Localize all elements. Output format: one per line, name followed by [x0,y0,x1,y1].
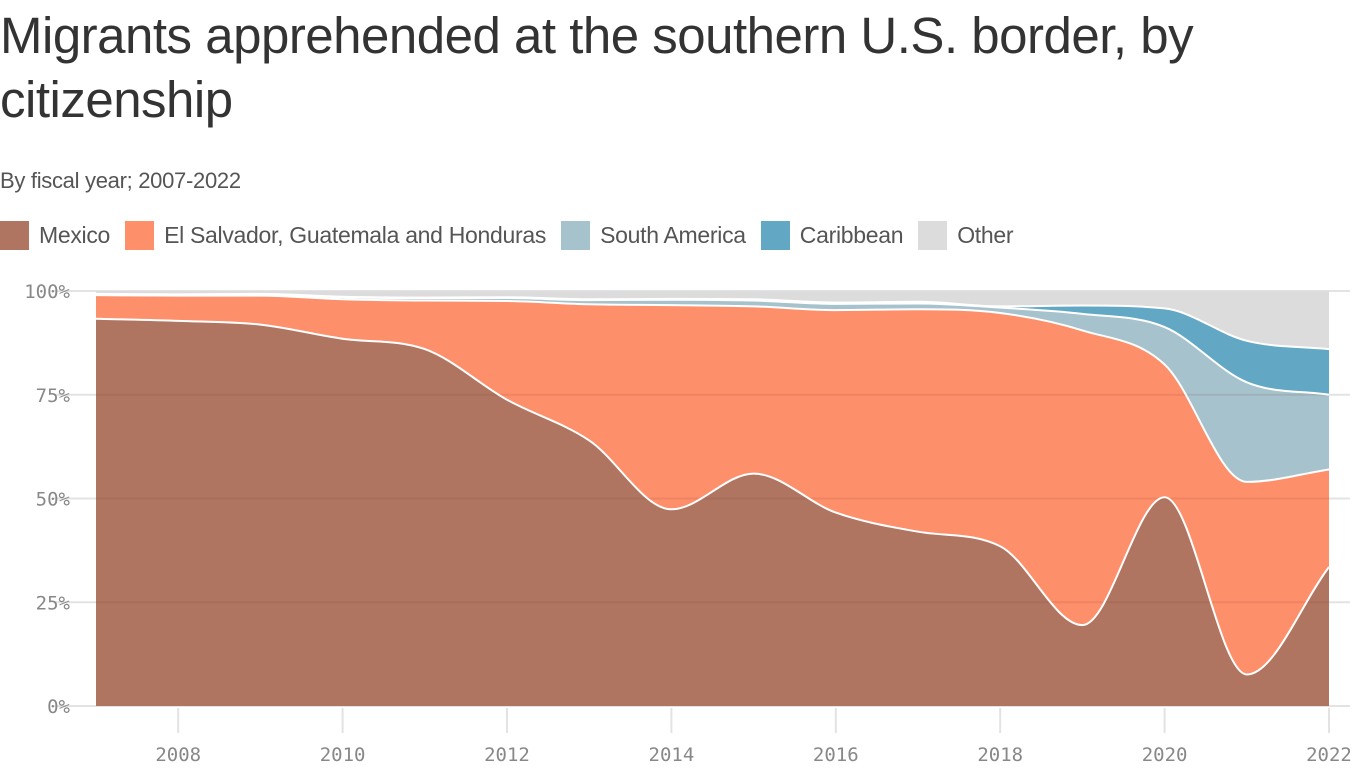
area-el-salvador-guatemala-and-honduras [96,295,1329,675]
legend-item-mexico: Mexico [0,221,110,250]
x-tick-label: 2008 [155,744,201,766]
y-tick-label: 50% [36,489,71,511]
legend-label: El Salvador, Guatemala and Honduras [164,222,547,248]
y-tick-label: 100% [24,281,70,303]
area-mexico [96,318,1329,706]
chart-title: Migrants apprehended at the southern U.S… [0,7,1194,128]
legend-item-other: Other [918,221,1014,250]
x-tick-label: 2014 [649,744,695,766]
legend-item-caribbean: Caribbean [760,221,904,250]
stacked-area-chart: 0% 25% 50% 75% 100% 2008 2010 2012 2014 2016 2018 2… [24,281,1352,766]
y-tick-label: 0% [47,696,70,718]
boundary-lines [95,292,1330,676]
legend-swatch-mexico [0,221,29,250]
x-tick-label: 2010 [320,744,366,766]
legend: Mexico El Salvador, Guatemala and Hondur… [0,221,1028,250]
y-tick-label: 75% [36,385,71,407]
boundary-line [95,317,1330,676]
legend-swatch-other [918,221,948,250]
x-tick-label: 2022 [1306,744,1352,766]
legend-item-south-america: South America [561,221,746,250]
gridlines-overlay [96,393,1329,604]
legend-item-central-america: El Salvador, Guatemala and Honduras [125,221,546,250]
x-tick-label: 2012 [484,744,530,766]
axes: 0% 25% 50% 75% 100% 2008 2010 2012 2014 2016 2018 2… [24,281,1352,766]
legend-label: Other [957,222,1014,248]
x-tick-label: 2016 [813,744,859,766]
boundary-line [95,292,1330,351]
x-tick-label: 2020 [1142,744,1188,766]
x-tick-label: 2018 [977,744,1023,766]
legend-swatch-caribbean [760,221,790,250]
legend-swatch-south-america [561,221,591,250]
boundary-line [95,294,1330,483]
y-tick-label: 25% [36,592,71,614]
legend-swatch-central-america [125,221,155,250]
legend-label: Mexico [39,222,111,248]
chart-subtitle: By fiscal year; 2007-2022 [0,168,241,193]
legend-label: South America [600,222,746,248]
legend-label: Caribbean [799,222,904,248]
